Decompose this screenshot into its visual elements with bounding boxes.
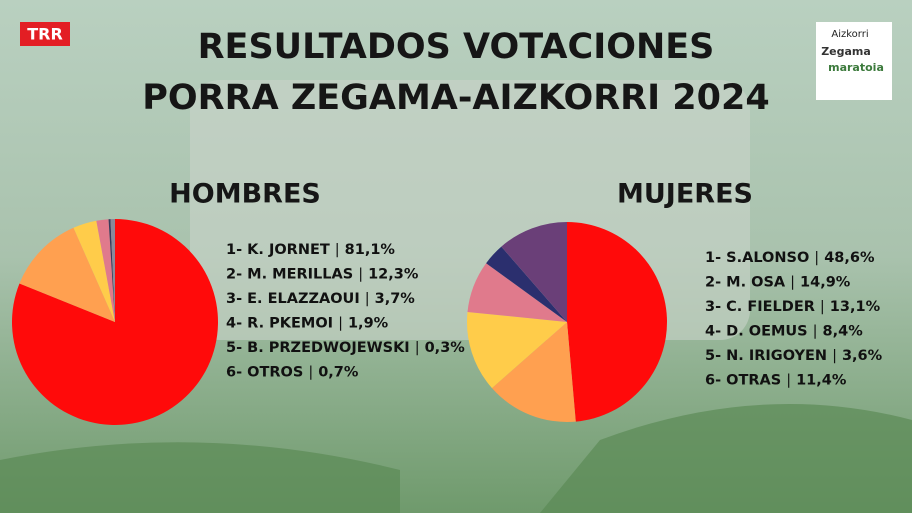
logo-right-box — [816, 22, 892, 100]
legend-label: 5- B. PRZEDWOJEWSKI — [226, 340, 410, 356]
title-line: PORRA ZEGAMA-AIZKORRI 2024 — [142, 78, 769, 118]
legend-entry: 4- D. OEMUS | 8,4% — [705, 324, 863, 340]
legend-value: 48,6% — [824, 250, 875, 266]
legend-label: 2- M. MERILLAS — [226, 267, 353, 283]
legend-label: 1- K. JORNET — [226, 242, 330, 258]
legend-separator: | — [365, 291, 370, 307]
title-line: RESULTADOS VOTACIONES — [198, 27, 715, 67]
pie-slice — [467, 311, 567, 389]
pie-slice — [567, 222, 667, 422]
legend-value: 0,3% — [425, 340, 466, 356]
pie-slice — [73, 220, 115, 322]
legend-entry: 6- OTRAS | 11,4% — [705, 373, 847, 389]
legend-value: 3,6% — [842, 348, 883, 364]
pie-slice — [491, 322, 576, 422]
legend-separator: | — [786, 373, 791, 389]
logo-right-text: maratoia — [828, 61, 884, 74]
legend-separator: | — [832, 348, 837, 364]
legend-value: 1,9% — [348, 316, 389, 332]
legend-separator: | — [813, 324, 818, 340]
pie-slice — [96, 219, 115, 322]
legend-separator: | — [820, 299, 825, 315]
legend-value: 81,1% — [345, 242, 396, 258]
legend-entry: 5- B. PRZEDWOJEWSKI | 0,3% — [226, 340, 465, 356]
legend-value: 14,9% — [800, 275, 851, 291]
legend-entry: 5- N. IRIGOYEN | 3,6% — [705, 348, 883, 364]
legend-separator: | — [790, 275, 795, 291]
legend-value: 8,4% — [823, 324, 864, 340]
pie-slice — [110, 219, 115, 322]
pie-slice — [486, 246, 567, 322]
pie-slice — [19, 227, 116, 322]
legend-entry: 3- C. FIELDER | 13,1% — [705, 299, 881, 315]
legend-label: 6- OTRAS — [705, 373, 781, 389]
legend-entry: 4- R. PKEMOI | 1,9% — [226, 316, 389, 332]
legend-entry: 6- OTROS | 0,7% — [226, 365, 359, 381]
legend-label: 5- N. IRIGOYEN — [705, 348, 827, 364]
logo-right-text: Aizkorri — [831, 29, 868, 40]
pie-slice — [467, 263, 567, 322]
legend-entry: 1- K. JORNET | 81,1% — [226, 242, 395, 258]
legend-separator: | — [335, 242, 340, 258]
logo-right-text: Zegama — [821, 45, 871, 58]
legend-label: 2- M. OSA — [705, 275, 786, 291]
hills — [0, 404, 912, 513]
pie-slice — [501, 222, 567, 322]
legend-entry: 3- E. ELAZZAOUI | 3,7% — [226, 291, 415, 307]
logo-left: TRR — [27, 25, 63, 44]
logo-left-box — [20, 22, 70, 46]
legend-value: 13,1% — [830, 299, 881, 315]
pie-slice — [108, 219, 115, 322]
legend-value: 0,7% — [318, 365, 359, 381]
legend-entry: 2- M. OSA | 14,9% — [705, 275, 851, 291]
legend-label: 3- E. ELAZZAOUI — [226, 291, 360, 307]
legend-label: 3- C. FIELDER — [705, 299, 815, 315]
legend-entry: 1- S.ALONSO | 48,6% — [705, 250, 875, 266]
legend-label: 1- S.ALONSO — [705, 250, 809, 266]
legend-label: 6- OTROS — [226, 365, 303, 381]
legend-separator: | — [814, 250, 819, 266]
legend-separator: | — [338, 316, 343, 332]
legend-separator: | — [415, 340, 420, 356]
legend-value: 12,3% — [368, 267, 419, 283]
legend-separator: | — [308, 365, 313, 381]
legend-value: 3,7% — [375, 291, 416, 307]
legend-entry: 2- M. MERILLAS | 12,3% — [226, 267, 419, 283]
legend-label: 4- R. PKEMOI — [226, 316, 333, 332]
chart-title: MUJERES — [617, 179, 753, 210]
legend-separator: | — [358, 267, 363, 283]
chart-title: HOMBRES — [169, 179, 321, 210]
legend-value: 11,4% — [796, 373, 847, 389]
legend-label: 4- D. OEMUS — [705, 324, 808, 340]
